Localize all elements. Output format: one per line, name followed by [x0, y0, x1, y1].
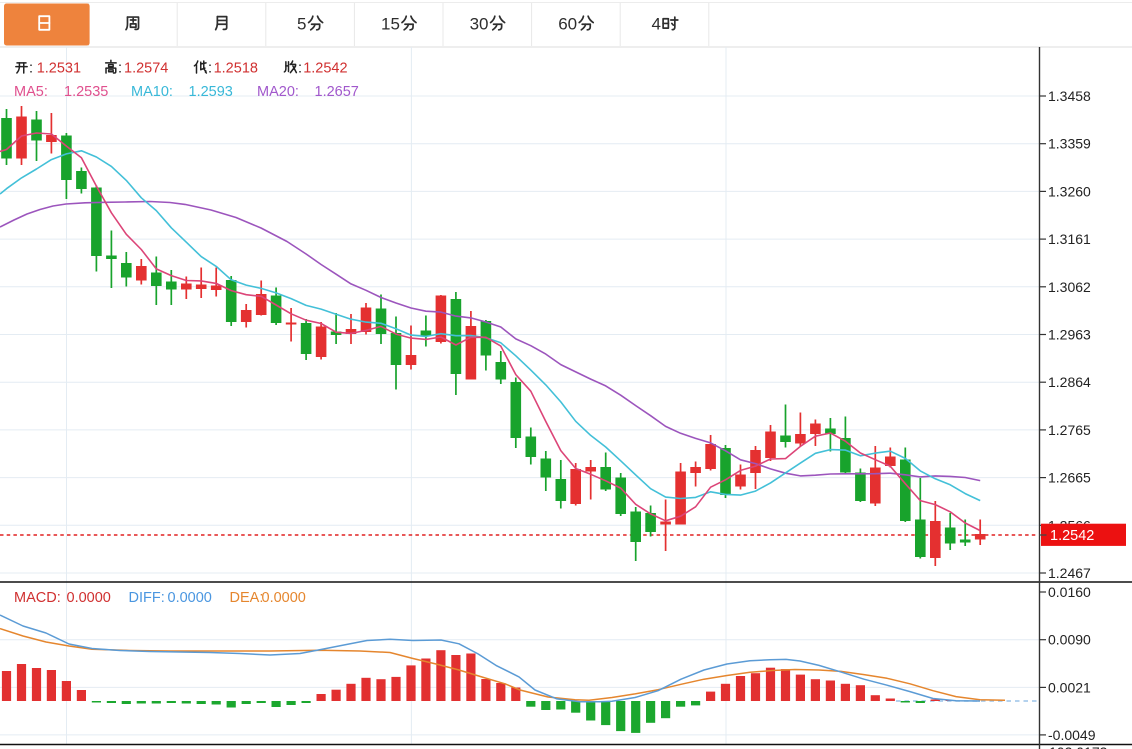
svg-text::: : — [29, 61, 33, 77]
svg-text:60: 60 — [558, 15, 577, 34]
svg-text:102.0173: 102.0173 — [1049, 744, 1108, 749]
svg-text:0.0000: 0.0000 — [67, 590, 111, 606]
svg-text:0.0000: 0.0000 — [168, 590, 212, 606]
svg-text:1.2864: 1.2864 — [1048, 374, 1091, 390]
svg-text::: : — [298, 61, 302, 77]
svg-text:0.0000: 0.0000 — [262, 590, 306, 606]
svg-text:1.2593: 1.2593 — [189, 84, 233, 100]
svg-text:1.2467: 1.2467 — [1048, 565, 1091, 581]
svg-text:1.2542: 1.2542 — [303, 61, 347, 77]
svg-text:1.3161: 1.3161 — [1048, 231, 1091, 247]
svg-text:1.2535: 1.2535 — [64, 84, 108, 100]
svg-text:1.3260: 1.3260 — [1048, 183, 1091, 199]
svg-text:5: 5 — [297, 15, 306, 34]
svg-text:15: 15 — [381, 15, 400, 34]
svg-text:1.3359: 1.3359 — [1048, 136, 1091, 152]
svg-text:DEA:: DEA: — [230, 590, 264, 606]
svg-text::: : — [118, 61, 122, 77]
svg-text:1.2665: 1.2665 — [1048, 470, 1091, 486]
svg-text:1.2765: 1.2765 — [1048, 422, 1091, 438]
svg-text:1.3062: 1.3062 — [1048, 279, 1091, 295]
svg-text:0.0090: 0.0090 — [1048, 632, 1091, 648]
svg-text:1.2963: 1.2963 — [1048, 327, 1091, 343]
svg-text:DIFF:: DIFF: — [129, 590, 165, 606]
svg-text:MACD:: MACD: — [14, 590, 61, 606]
svg-text:1.2657: 1.2657 — [315, 84, 359, 100]
svg-text:MA5:: MA5: — [14, 84, 48, 100]
svg-text::: : — [208, 61, 212, 77]
svg-text:30: 30 — [470, 15, 489, 34]
svg-text:1.2574: 1.2574 — [124, 61, 168, 77]
svg-text:-0.0049: -0.0049 — [1048, 727, 1096, 743]
svg-text:4: 4 — [652, 15, 661, 34]
svg-text:1.2542: 1.2542 — [1050, 528, 1094, 544]
svg-text:MA10:: MA10: — [131, 84, 173, 100]
svg-text:0.0021: 0.0021 — [1048, 679, 1091, 695]
svg-text:0.0160: 0.0160 — [1048, 584, 1091, 600]
svg-text:MA20:: MA20: — [257, 84, 299, 100]
svg-text:1.2518: 1.2518 — [214, 61, 258, 77]
svg-text:1.3458: 1.3458 — [1048, 88, 1091, 104]
svg-text:1.2531: 1.2531 — [37, 61, 81, 77]
